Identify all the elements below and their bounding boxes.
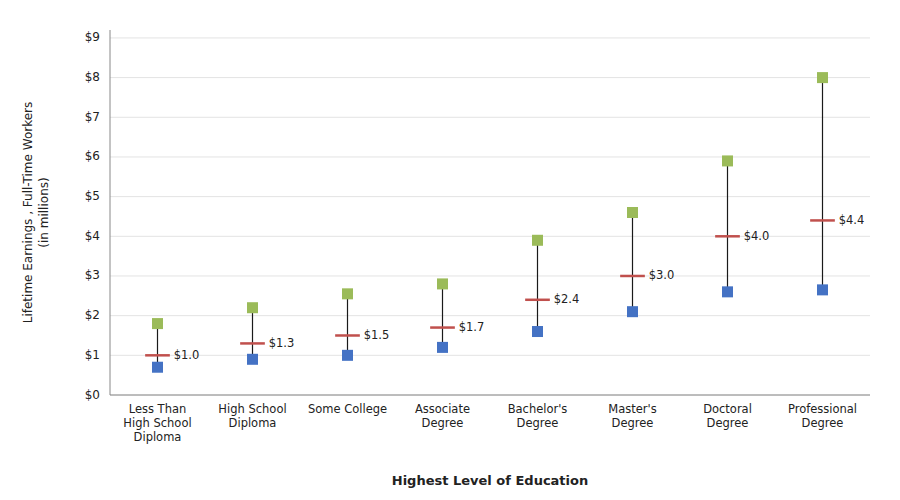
y-tick-label: $2 xyxy=(85,308,100,322)
x-tick-label: AssociateDegree xyxy=(415,402,470,430)
grid-line xyxy=(110,275,870,276)
marker-square xyxy=(817,284,828,295)
median-tick xyxy=(525,299,550,302)
y-grid xyxy=(110,38,870,395)
marker-square xyxy=(152,362,163,373)
x-tick-label-line: Degree xyxy=(802,416,844,430)
median-tick xyxy=(620,275,645,278)
marker-square xyxy=(532,326,543,337)
x-tick-label-line: Bachelor's xyxy=(508,402,568,416)
x-axis-label: Highest Level of Education xyxy=(392,473,588,488)
y-axis-label: Lifetime Earnings , Full-Time Workers(in… xyxy=(21,102,51,324)
y-tick-label: $0 xyxy=(85,388,100,402)
y-tick-label: $7 xyxy=(85,110,100,124)
marker-square xyxy=(817,72,828,83)
marker-square xyxy=(627,306,638,317)
range-line xyxy=(537,240,538,331)
data-label: $4.4 xyxy=(839,213,865,227)
y-tick-label: $1 xyxy=(85,348,100,362)
x-tick-labels: Less ThanHigh SchoolDiplomaHigh SchoolDi… xyxy=(123,402,857,444)
x-tick-label-line: Master's xyxy=(608,402,656,416)
data-label: $4.0 xyxy=(744,229,770,243)
x-tick-label-line: Doctoral xyxy=(703,402,752,416)
range-line xyxy=(822,78,823,290)
median-tick xyxy=(810,219,835,222)
marker-square xyxy=(627,207,638,218)
grid-line xyxy=(110,315,870,316)
marker-square xyxy=(437,278,448,289)
range-line xyxy=(347,294,348,355)
x-tick-label-line: Diploma xyxy=(229,416,277,430)
x-tick-label: DoctoralDegree xyxy=(703,402,752,430)
data-label: $1.7 xyxy=(459,320,485,334)
x-tick-label-line: Associate xyxy=(415,402,470,416)
marker-square xyxy=(342,288,353,299)
x-tick-label-line: Professional xyxy=(788,402,857,416)
x-tick-label-line: High School xyxy=(218,402,286,416)
data-labels: $1.0 $1.3 $1.5 $1.7 $2.4 $3.0 $4.0 $4.4 xyxy=(174,213,865,362)
y-axis-label-line: Lifetime Earnings , Full-Time Workers xyxy=(21,102,35,324)
marker-square xyxy=(342,350,353,361)
y-tick-label: $9 xyxy=(85,30,100,44)
x-tick-label: Less ThanHigh SchoolDiploma xyxy=(123,402,191,444)
x-axis-line xyxy=(110,395,870,396)
grid-line xyxy=(110,117,870,118)
x-tick-label: ProfessionalDegree xyxy=(788,402,857,430)
marker-square xyxy=(722,155,733,166)
range-line xyxy=(442,284,443,347)
data-label: $1.3 xyxy=(269,336,295,350)
x-tick-label: High SchoolDiploma xyxy=(218,402,286,430)
grid-line xyxy=(110,196,870,197)
data-label: $1.0 xyxy=(174,348,200,362)
y-axis-label-line: (in millions) xyxy=(37,177,51,247)
grid-line xyxy=(110,37,870,38)
data-label: $2.4 xyxy=(554,292,580,306)
grid-line xyxy=(110,77,870,78)
x-tick-label-line: Some College xyxy=(308,402,387,416)
chart: $0 $1 $2 $3 $4 $5 $6 $7 $8 $9 $1.0 $1.3 $1.5 $1.7 $2.4… xyxy=(0,0,900,500)
median-tick xyxy=(240,342,265,345)
x-tick-label-line: Less Than xyxy=(129,402,187,416)
marker-square xyxy=(532,235,543,246)
range-line xyxy=(157,324,158,368)
y-tick-label: $5 xyxy=(85,189,100,203)
marker-square xyxy=(722,286,733,297)
range-line xyxy=(727,161,728,292)
marker-square xyxy=(437,342,448,353)
y-tick-label: $8 xyxy=(85,70,100,84)
median-tick xyxy=(430,326,455,329)
median-tick xyxy=(335,334,360,337)
marker-square xyxy=(152,318,163,329)
x-tick-label-line: Degree xyxy=(517,416,559,430)
y-tick-label: $3 xyxy=(85,268,100,282)
range-line xyxy=(632,213,633,312)
marker-square xyxy=(247,354,258,365)
grid-line xyxy=(110,395,870,396)
marker-square xyxy=(247,302,258,313)
median-tick xyxy=(715,235,740,238)
x-tick-label-line: Degree xyxy=(707,416,749,430)
x-tick-label-line: Degree xyxy=(422,416,464,430)
x-tick-label-line: High School xyxy=(123,416,191,430)
x-tick-label: Some College xyxy=(308,402,387,416)
marks xyxy=(145,72,835,373)
median-tick xyxy=(145,354,170,357)
y-axis-line xyxy=(110,30,111,395)
data-label: $3.0 xyxy=(649,268,675,282)
x-tick-label: Bachelor'sDegree xyxy=(508,402,568,430)
grid-line xyxy=(110,355,870,356)
y-tick-label: $4 xyxy=(85,229,100,243)
grid-line xyxy=(110,156,870,157)
y-tick-labels: $0 $1 $2 $3 $4 $5 $6 $7 $8 $9 xyxy=(85,30,100,401)
range-line xyxy=(252,308,253,360)
x-tick-label-line: Degree xyxy=(612,416,654,430)
data-label: $1.5 xyxy=(364,328,390,342)
y-tick-label: $6 xyxy=(85,149,100,163)
x-tick-label: Master'sDegree xyxy=(608,402,656,430)
x-tick-label-line: Diploma xyxy=(134,430,182,444)
